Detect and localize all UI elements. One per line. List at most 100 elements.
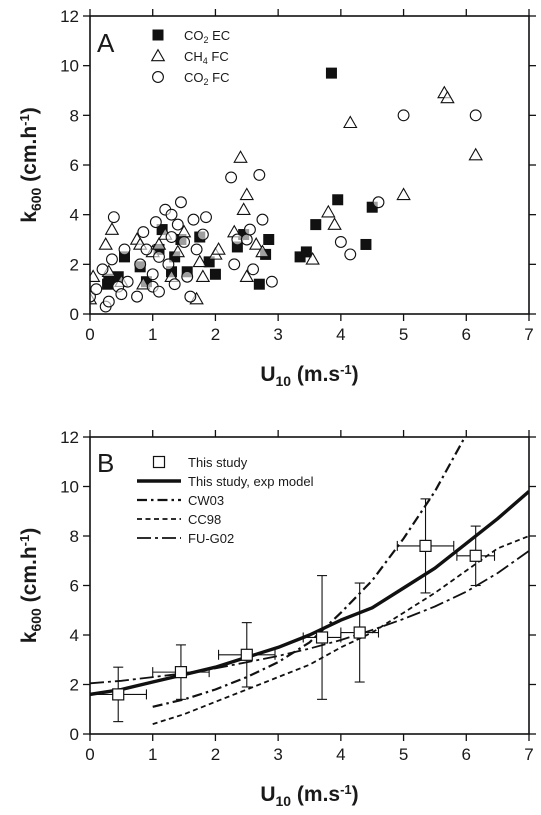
data-point	[248, 237, 264, 250]
data-point	[240, 648, 253, 661]
panel-letter: A	[97, 28, 115, 58]
data-point	[240, 233, 253, 246]
data-point	[360, 238, 372, 250]
legend-label: CO2 FC	[184, 70, 229, 87]
y-tick-label: 2	[70, 255, 79, 274]
plot-area	[90, 437, 529, 725]
plot-area	[90, 67, 483, 313]
data-point	[396, 187, 411, 201]
x-tick-label: 4	[336, 745, 345, 764]
data-point	[196, 228, 209, 241]
legend-label: CW03	[188, 493, 224, 508]
y-tick-label: 10	[60, 57, 79, 76]
series-line-4	[90, 550, 529, 685]
legend: CO2 EC CH4 FC CO2 FC	[150, 28, 230, 87]
y-axis-title: k600 (cm.h-1)	[17, 107, 44, 222]
data-point	[300, 246, 312, 258]
data-point	[153, 250, 165, 263]
x-tick-label: 6	[462, 325, 471, 344]
data-point	[203, 256, 215, 268]
x-tick-label: 4	[336, 325, 345, 344]
data-point	[121, 275, 134, 288]
data-point	[190, 243, 203, 256]
data-point	[236, 202, 251, 215]
data-point	[181, 270, 194, 283]
y-tick-label: 4	[70, 206, 79, 225]
data-point	[174, 196, 187, 209]
legend-label: This study, exp model	[188, 474, 314, 489]
data-point	[343, 115, 358, 129]
x-tick-label: 5	[399, 745, 408, 764]
y-tick-label: 8	[70, 527, 79, 546]
data-point	[178, 236, 191, 248]
data-point	[469, 109, 482, 122]
x-tick-label: 6	[462, 745, 471, 764]
data-point	[151, 237, 167, 250]
data-point	[131, 290, 143, 303]
series-points-0	[90, 498, 496, 723]
y-tick-label: 12	[60, 7, 79, 26]
data-point	[146, 268, 159, 281]
data-point	[305, 251, 320, 265]
y-tick-label: 10	[60, 478, 79, 497]
data-point	[253, 168, 266, 181]
data-point	[153, 285, 165, 298]
x-tick-label: 3	[273, 745, 282, 764]
data-point	[200, 211, 212, 224]
data-point	[192, 254, 207, 268]
data-point	[195, 269, 211, 283]
data-point	[98, 237, 113, 250]
data-point	[256, 213, 269, 226]
y-tick-label: 0	[70, 725, 79, 744]
data-point	[165, 231, 178, 243]
data-point	[233, 150, 248, 163]
x-tick-label: 0	[85, 745, 94, 764]
x-axis-title: U10 (m.s-1)	[260, 782, 358, 809]
x-axis-title: U10 (m.s-1)	[260, 362, 358, 389]
data-point	[372, 196, 385, 209]
data-point	[468, 147, 483, 161]
y-tick-label: 8	[70, 106, 79, 125]
data-point	[334, 236, 347, 248]
x-tick-label: 3	[273, 325, 282, 344]
data-point	[118, 243, 131, 256]
data-point	[315, 631, 329, 644]
data-point	[353, 626, 366, 639]
data-point	[310, 219, 322, 231]
y-tick-label: 6	[70, 156, 79, 175]
plot-frame	[89, 436, 530, 735]
legend-marker	[152, 71, 164, 83]
data-point	[397, 109, 410, 122]
data-point	[107, 211, 120, 224]
data-point	[325, 67, 337, 79]
data-point	[105, 253, 118, 266]
x-tick-label: 2	[211, 325, 220, 344]
data-point	[321, 204, 336, 218]
data-point	[165, 208, 178, 221]
data-point	[134, 258, 147, 271]
legend-marker	[152, 29, 164, 41]
data-point	[239, 269, 255, 283]
y-tick-label: 6	[70, 577, 79, 596]
legend-label: CH4 FC	[184, 49, 229, 66]
data-point	[140, 243, 153, 256]
legend-label: This study	[188, 455, 248, 470]
data-point	[174, 666, 188, 679]
data-point	[112, 688, 125, 701]
x-tick-label: 2	[211, 745, 220, 764]
data-point	[137, 226, 150, 239]
data-point	[265, 275, 278, 288]
data-point	[263, 234, 275, 245]
legend-marker	[152, 455, 166, 469]
data-point	[96, 263, 109, 276]
data-point	[90, 269, 101, 283]
legend-label: FU-G02	[188, 531, 234, 546]
y-tick-label: 12	[60, 428, 79, 447]
series-line-2	[152, 437, 467, 708]
data-point	[469, 549, 482, 562]
data-point	[170, 244, 186, 258]
data-point	[440, 90, 455, 104]
plot-frame	[89, 15, 530, 315]
